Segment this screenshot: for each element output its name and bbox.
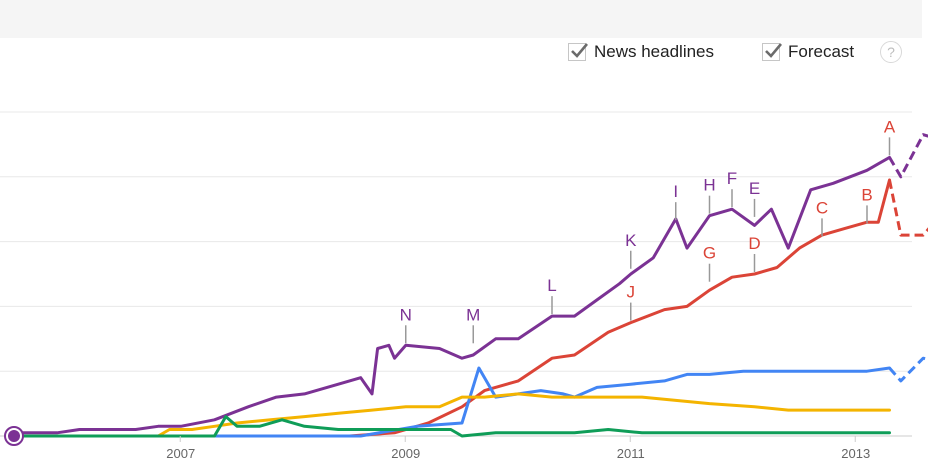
series-line-red xyxy=(10,178,891,438)
x-tick-label: 2007 xyxy=(166,446,195,461)
news-headlines-checkbox[interactable] xyxy=(568,43,588,61)
annotation-label: J xyxy=(627,283,636,302)
news-headlines-label: News headlines xyxy=(594,42,715,61)
x-tick-label: 2013 xyxy=(841,446,870,461)
series-line-yellow xyxy=(10,392,891,438)
grid-lines xyxy=(0,111,912,437)
checkmark-icon xyxy=(571,43,588,58)
top-toolbar-band xyxy=(0,0,922,38)
help-icon[interactable]: ? xyxy=(880,41,902,63)
annotation-label: D xyxy=(748,234,760,253)
series-line-green xyxy=(10,415,891,438)
annotation-label: A xyxy=(884,117,896,136)
annotation-label: N xyxy=(400,305,412,324)
annotation-label: H xyxy=(703,176,715,195)
annotation-label: C xyxy=(816,198,828,217)
forecast-toggle[interactable]: Forecast xyxy=(762,40,854,64)
series-line-purple xyxy=(10,155,891,435)
forecast-line-red xyxy=(888,179,928,237)
annotation-label: E xyxy=(749,179,760,198)
x-axis: 2007 2009 2011 2013 xyxy=(166,436,870,461)
annotation-label: F xyxy=(727,169,737,188)
series-line-blue xyxy=(10,366,891,438)
annotation-label: B xyxy=(861,185,872,204)
annotation-label: K xyxy=(625,231,637,250)
range-start-handle[interactable] xyxy=(4,426,24,446)
annotation-label: I xyxy=(673,182,678,201)
forecast-label: Forecast xyxy=(788,42,855,61)
annotation-label: M xyxy=(466,305,480,324)
annotation-label: G xyxy=(703,244,716,263)
news-headlines-toggle[interactable]: News headlines xyxy=(568,40,714,64)
x-tick-label: 2011 xyxy=(617,446,645,461)
series-lines xyxy=(10,133,928,438)
forecast-line-purple xyxy=(888,133,928,179)
origin-dot xyxy=(8,430,20,442)
x-tick-label: 2009 xyxy=(391,446,420,461)
forecast-checkbox[interactable] xyxy=(762,43,782,61)
forecast-line-blue xyxy=(888,356,928,383)
annotation-markers: N M L K J I H G FE D C B A xyxy=(400,117,896,344)
checkmark-icon xyxy=(765,43,782,58)
annotation-label: L xyxy=(547,276,556,295)
